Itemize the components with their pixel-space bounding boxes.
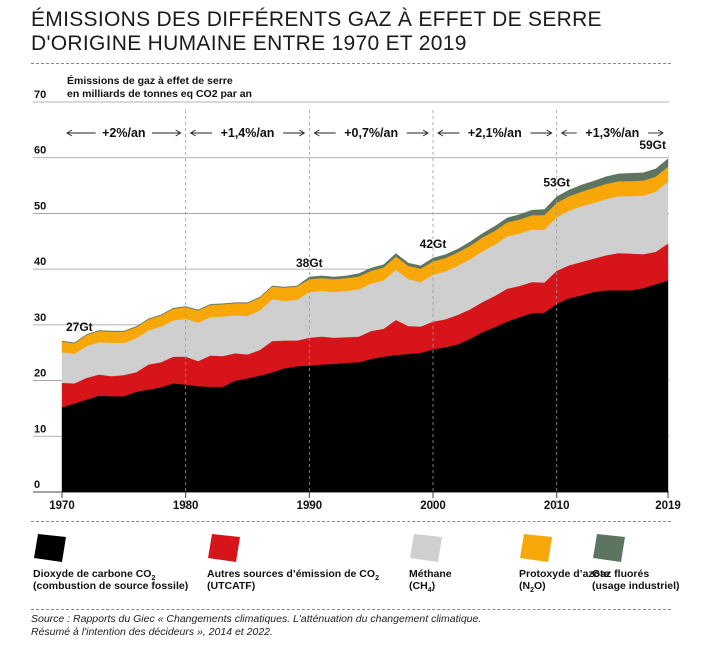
growth-arrowhead-left-2 bbox=[189, 129, 196, 137]
x-tick-label-1970: 1970 bbox=[49, 500, 75, 512]
y-axis-label-line-1: Émissions de gaz à effet de serre bbox=[67, 74, 233, 87]
growth-rate-label-4: +2,1%/an bbox=[468, 126, 522, 140]
growth-arrowhead-right-4 bbox=[546, 129, 553, 137]
legend-co2-utcatf-label: Autres sources d’émission de CO2 (UTCATF) bbox=[207, 568, 379, 592]
chart-title: ÉMISSIONS DES DIFFÉRENTS GAZ À EFFET DE … bbox=[31, 8, 681, 56]
source-line-2: Résumé à l'intention des décideurs », 20… bbox=[31, 626, 273, 638]
source-line-1: Source : Rapports du Giec « Changements … bbox=[31, 613, 482, 625]
growth-rate-label-2: +1,4%/an bbox=[221, 126, 275, 140]
x-tick-label-1980: 1980 bbox=[173, 500, 199, 512]
legend-co2-fossil-label: Dioxyde de carbone CO2 (combustion de sou… bbox=[33, 568, 189, 592]
total-label-2019: 59Gt bbox=[639, 138, 666, 152]
legend-co2-fossil-swatch bbox=[34, 534, 66, 562]
growth-rate-label-3: +0,7%/an bbox=[344, 126, 398, 140]
y-tick-label-30: 30 bbox=[34, 312, 46, 324]
y-tick-label-10: 10 bbox=[34, 423, 46, 435]
x-tick-label-1990: 1990 bbox=[297, 500, 323, 512]
growth-arrowhead-left-1 bbox=[66, 129, 73, 137]
total-label-1970: 27Gt bbox=[66, 320, 93, 334]
legend-n2o-swatch bbox=[520, 534, 552, 562]
x-tick-label-2019: 2019 bbox=[655, 500, 681, 512]
growth-arrowhead-right-5 bbox=[657, 129, 664, 137]
legend-top-divider bbox=[31, 521, 671, 522]
legend-methane-swatch bbox=[410, 534, 442, 562]
growth-rate-label-1: +2%/an bbox=[102, 126, 145, 140]
y-tick-label-60: 60 bbox=[34, 145, 46, 157]
growth-arrowhead-left-4 bbox=[437, 129, 444, 137]
growth-rate-label-5: +1,3%/an bbox=[585, 126, 639, 140]
legend-fgas-swatch bbox=[593, 534, 625, 562]
growth-arrowhead-right-2 bbox=[299, 129, 306, 137]
y-tick-label-0: 0 bbox=[34, 479, 40, 491]
source-note: Source : Rapports du Giec « Changements … bbox=[31, 613, 481, 639]
x-tick-label-2000: 2000 bbox=[420, 500, 446, 512]
total-label-2000: 42Gt bbox=[420, 237, 447, 251]
growth-arrowhead-left-5 bbox=[560, 129, 567, 137]
growth-arrowhead-right-1 bbox=[175, 129, 182, 137]
chart-title-line-2: D'ORIGINE HUMAINE ENTRE 1970 ET 2019 bbox=[31, 32, 467, 55]
x-tick-label-2010: 2010 bbox=[544, 500, 570, 512]
y-tick-label-50: 50 bbox=[34, 200, 46, 212]
chart-title-line-1: ÉMISSIONS DES DIFFÉRENTS GAZ À EFFET DE … bbox=[31, 8, 602, 31]
total-label-1990: 38Gt bbox=[296, 256, 323, 270]
legend-fgas-label: Gaz fluorés (usage industriel) bbox=[592, 568, 680, 592]
emissions-chart: 0 10 20 30 40 50 60 70 1970 1980 1990 2000 2010 2019 É… bbox=[33, 74, 681, 512]
legend-n2o-label: Protoxyde d’azote (N2O) bbox=[519, 568, 610, 594]
legend-co2-utcatf-swatch bbox=[208, 534, 240, 562]
y-tick-label-70: 70 bbox=[34, 89, 46, 101]
y-tick-label-20: 20 bbox=[34, 368, 46, 380]
legend: Dioxyde de carbone CO2 (combustion de sou… bbox=[0, 533, 709, 613]
area-series-4 bbox=[61, 158, 669, 344]
growth-arrowhead-left-3 bbox=[313, 129, 320, 137]
legend-methane-label: Méthane (CH4) bbox=[409, 568, 452, 594]
source-divider bbox=[31, 609, 671, 610]
growth-arrowhead-right-3 bbox=[422, 129, 429, 137]
y-axis-label-line-2: en milliards de tonnes eq CO2 par an bbox=[67, 88, 252, 100]
total-label-2010: 53Gt bbox=[543, 176, 570, 190]
y-tick-label-40: 40 bbox=[34, 256, 46, 268]
title-divider bbox=[31, 63, 671, 64]
